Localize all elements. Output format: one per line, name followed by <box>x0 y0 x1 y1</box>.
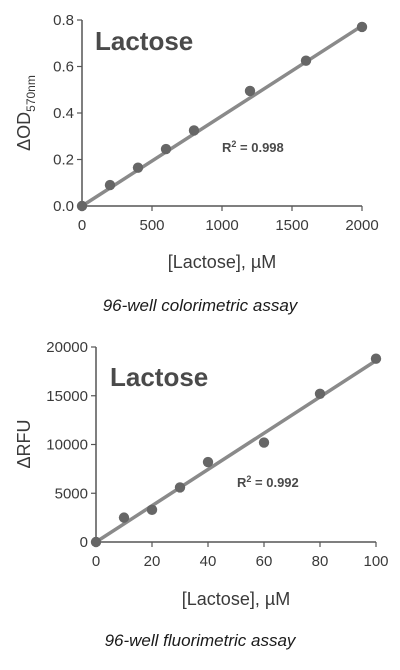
y-axis-title: ΔOD570nm <box>14 75 38 151</box>
y-tick-label: 20000 <box>46 339 88 356</box>
figure-caption: 96-well fluorimetric assay <box>105 631 297 650</box>
y-tick-label: 0 <box>80 534 88 551</box>
x-tick-label: 100 <box>363 553 388 570</box>
y-tick-label: 0.6 <box>53 59 74 76</box>
x-axis-title: [Lactose], µM <box>182 589 290 609</box>
y-tick-label: 0.8 <box>53 12 74 29</box>
data-point <box>160 143 172 155</box>
x-tick-label: 60 <box>256 553 273 570</box>
y-tick-label: 10000 <box>46 437 88 454</box>
x-tick-label: 1000 <box>205 217 238 234</box>
data-point <box>188 125 200 136</box>
x-tick-label: 0 <box>92 553 100 570</box>
x-tick-label: 40 <box>200 553 217 570</box>
x-tick-label: 80 <box>312 553 329 570</box>
data-point <box>314 388 326 399</box>
y-tick-label: 5000 <box>55 485 88 502</box>
data-point <box>244 85 256 97</box>
x-tick-label: 2000 <box>345 217 378 234</box>
fit-line <box>80 24 364 208</box>
data-point <box>146 504 158 516</box>
chart-panel-2: 0 20 40 60 80 100 0 5000 10000 15000 20000 Lactose R… <box>14 339 389 650</box>
figure-caption: 96-well colorimetric assay <box>103 296 299 315</box>
r-squared-annotation: R2 = 0.992 <box>237 474 299 490</box>
x-axis-title: [Lactose], µM <box>168 252 276 272</box>
data-point <box>90 536 102 548</box>
chart-panel-1: 0 500 1000 1500 2000 0.0 0.2 0.4 0.6 0.8 Lactose R2… <box>14 12 379 315</box>
chart-title: Lactose <box>110 362 208 392</box>
r-squared-annotation: R2 = 0.998 <box>222 139 284 155</box>
y-tick-label: 0.4 <box>53 105 74 122</box>
data-point <box>370 353 382 364</box>
y-tick-label: 0.0 <box>53 198 74 215</box>
chart-title: Lactose <box>95 26 193 56</box>
x-tick-label: 0 <box>78 217 86 234</box>
data-point <box>202 456 214 468</box>
y-tick-label: 0.2 <box>53 152 74 169</box>
data-point <box>76 200 88 212</box>
x-tick-label: 20 <box>144 553 161 570</box>
fit-line <box>94 358 378 544</box>
data-point <box>300 55 312 66</box>
x-tick-label: 500 <box>139 217 164 234</box>
data-point <box>118 512 130 523</box>
data-point <box>104 179 116 191</box>
y-axis-title: ΔRFU <box>14 419 34 468</box>
x-tick-label: 1500 <box>275 217 308 234</box>
data-point <box>356 21 368 33</box>
data-point <box>132 162 144 173</box>
y-tick-label: 15000 <box>46 388 88 405</box>
data-point <box>258 437 270 448</box>
data-point <box>174 482 186 493</box>
